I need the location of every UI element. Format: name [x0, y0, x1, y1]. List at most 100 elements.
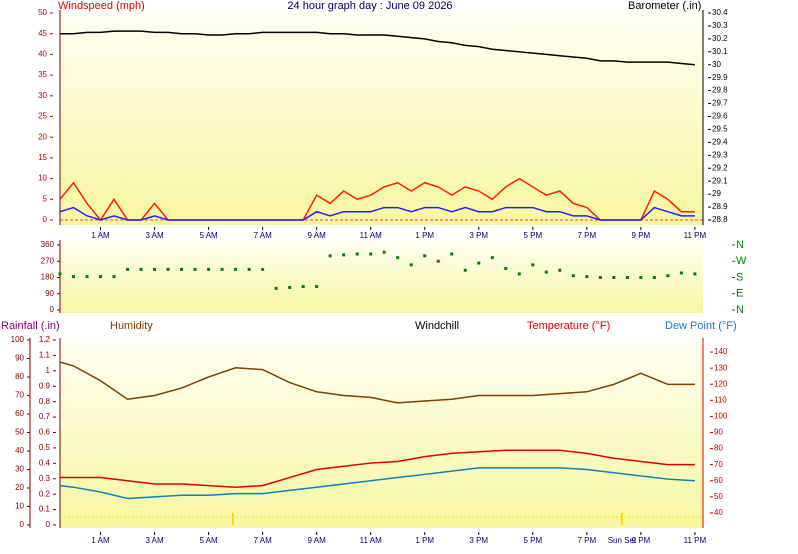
point [166, 267, 170, 271]
x-tick-label: 3 AM [145, 231, 164, 240]
tick-label: 20 [38, 132, 47, 141]
tick-label: 40 [15, 446, 24, 455]
point [234, 267, 238, 271]
point [342, 253, 346, 257]
tick-label: 29.4 [712, 137, 728, 146]
x-tick-label: 5 PM [523, 231, 542, 240]
tick-label: 40 [714, 508, 723, 517]
x-tick-label: 5 AM [199, 231, 218, 240]
point [639, 276, 643, 279]
point [612, 276, 616, 279]
tick-label: 1.2 [39, 335, 51, 344]
point [220, 267, 224, 271]
x-tick-label: 9 AM [308, 231, 327, 240]
tick-label: 28.9 [712, 202, 728, 211]
y2-label: Barometer (.in) [628, 0, 701, 12]
tick-label: E [736, 288, 743, 300]
x-tick-label: 7 AM [254, 231, 273, 240]
tick-label: 30.2 [712, 34, 728, 43]
x-tick-label: 3 AM [145, 536, 164, 545]
x-tick-label: 7 PM [577, 231, 596, 240]
x-tick-label: 7 AM [254, 536, 273, 545]
tick-label: 180 [41, 273, 55, 282]
point [409, 263, 413, 267]
chart-title: 24 hour graph day : June 09 2026 [287, 0, 452, 12]
point [153, 267, 157, 271]
tick-label: 0.8 [39, 397, 51, 406]
x-tick-label: 1 AM [91, 231, 110, 240]
tick-label: 15 [38, 153, 47, 162]
tick-label: 0 [46, 520, 51, 529]
tick-label: 50 [714, 492, 723, 501]
point [126, 267, 130, 271]
point [423, 254, 427, 258]
point [207, 267, 211, 271]
tick-label: N [736, 239, 744, 251]
point [139, 267, 143, 271]
tick-label: 45 [38, 29, 47, 38]
series-line [59, 467, 695, 500]
tick-label: 30.3 [712, 21, 728, 30]
x-tick-label: 1 PM [415, 536, 434, 545]
tick-label: 60 [714, 476, 723, 485]
legend-label: Temperature (°F) [527, 320, 610, 332]
x-tick-label: 9 PM [632, 536, 651, 545]
tick-label: 60 [15, 409, 24, 418]
tick-label: 30.1 [712, 47, 728, 56]
tick-label: 140 [714, 347, 728, 356]
point [247, 267, 251, 271]
tick-label: 1 [46, 366, 51, 375]
tick-label: 5 [43, 194, 48, 203]
point [72, 275, 76, 279]
point [544, 270, 548, 274]
tick-label: 80 [714, 444, 723, 453]
x-tick-label: 3 PM [469, 231, 488, 240]
point [382, 250, 386, 254]
tick-label: 50 [15, 428, 24, 437]
x-tick-label: 5 AM [199, 536, 218, 545]
x-tick-label: 7 PM [577, 536, 596, 545]
tick-label: 28.8 [712, 215, 728, 224]
tick-label: 29.6 [712, 112, 728, 121]
sun-label: Sun Set [608, 536, 637, 545]
point [504, 266, 508, 270]
point [193, 267, 197, 271]
point [355, 252, 359, 256]
x-tick-label: 5 PM [523, 536, 542, 545]
tick-label: 0.9 [39, 381, 51, 390]
tick-label: 29.7 [712, 99, 728, 108]
plot-bg [60, 240, 703, 313]
tick-label: 0 [43, 215, 48, 224]
tick-label: 0 [20, 520, 25, 529]
point [477, 261, 481, 265]
tick-label: 30 [15, 465, 24, 474]
series-line [59, 177, 695, 222]
point [693, 272, 697, 276]
x-tick-label: 1 AM [91, 536, 110, 545]
x-tick-label: 11 AM [360, 231, 382, 240]
tick-label: W [736, 255, 747, 267]
tick-label: 90 [15, 354, 24, 363]
x-tick-label: 1 PM [415, 231, 434, 240]
tick-label: 80 [15, 372, 24, 381]
point [679, 271, 683, 275]
tick-label: 110 [714, 395, 727, 404]
tick-label: 0.5 [39, 443, 51, 452]
tick-label: N [736, 304, 744, 316]
tick-label: 0 [50, 305, 55, 314]
plot-bg [60, 338, 703, 528]
tick-label: 70 [714, 460, 723, 469]
legend-label: Windchill [415, 320, 459, 332]
point [463, 268, 467, 272]
tick-label: 0.6 [39, 428, 51, 437]
tick-label: 30 [712, 60, 721, 69]
tick-label: 10 [15, 502, 24, 511]
point [85, 275, 89, 279]
series-line [60, 449, 695, 488]
point [369, 252, 373, 256]
legend-label: Dew Point (°F) [665, 320, 737, 332]
series-line [59, 361, 695, 404]
tick-label: 10 [38, 174, 47, 183]
y-label: Rainfall (.in) [1, 320, 60, 332]
